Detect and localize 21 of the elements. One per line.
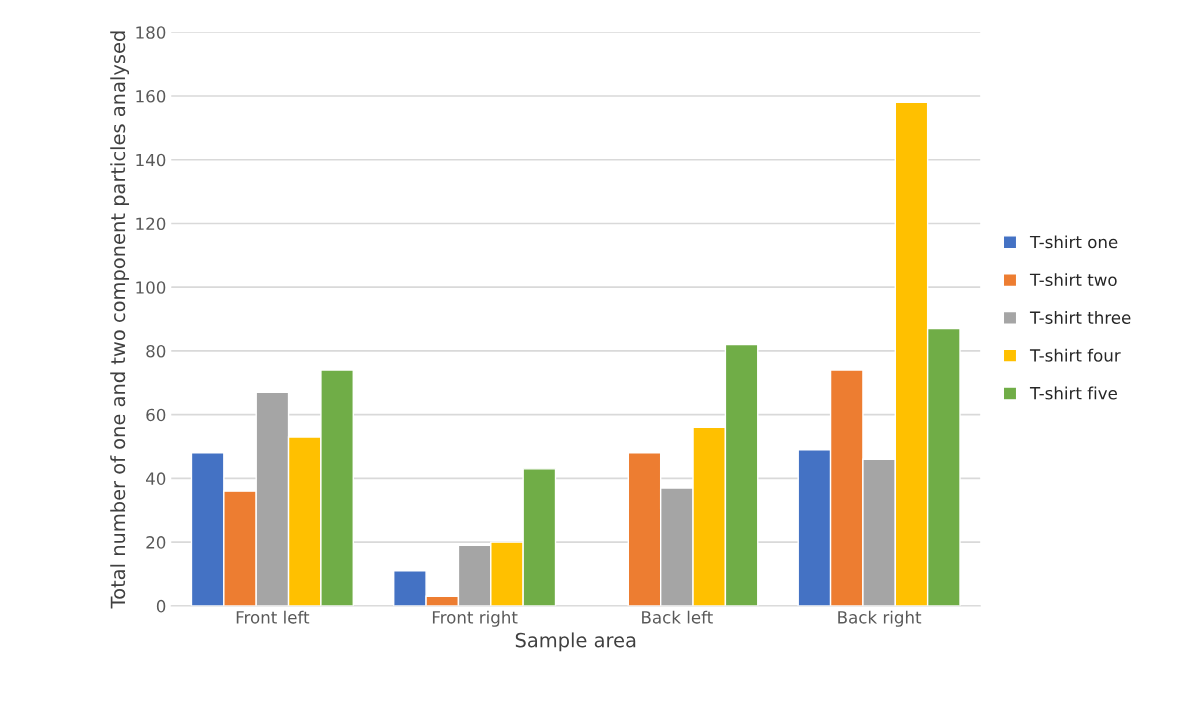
- y-tick-label: 100: [136, 281, 166, 294]
- y-tick-label: 80: [146, 344, 166, 358]
- y-tick-label: 160: [136, 89, 166, 103]
- legend-label: T-shirt three: [1029, 311, 1131, 324]
- y-axis-title: Total number of one and two component particles analysed: [110, 31, 130, 609]
- y-tick-label: 40: [145, 472, 166, 485]
- legend-label: T-shirt two: [1029, 273, 1117, 287]
- y-tick-label: 60: [146, 408, 166, 422]
- legend-label: T-shirt five: [1029, 386, 1117, 400]
- x-tick-label: Front left: [236, 610, 310, 624]
- y-tick-label: 20: [146, 536, 166, 549]
- legend-label: T-shirt one: [1029, 235, 1118, 249]
- x-axis-title: Sample area: [515, 632, 636, 652]
- y-tick-label: 120: [136, 217, 166, 231]
- legend-label: T-shirt four: [1029, 348, 1121, 362]
- x-tick-label: Back left: [642, 610, 713, 624]
- y-tick-label: 140: [136, 153, 166, 167]
- x-tick-label: Front right: [432, 610, 518, 627]
- y-tick-label: 0: [156, 599, 166, 613]
- y-tick-label: 180: [136, 26, 166, 39]
- x-tick-label: Back right: [838, 610, 922, 627]
